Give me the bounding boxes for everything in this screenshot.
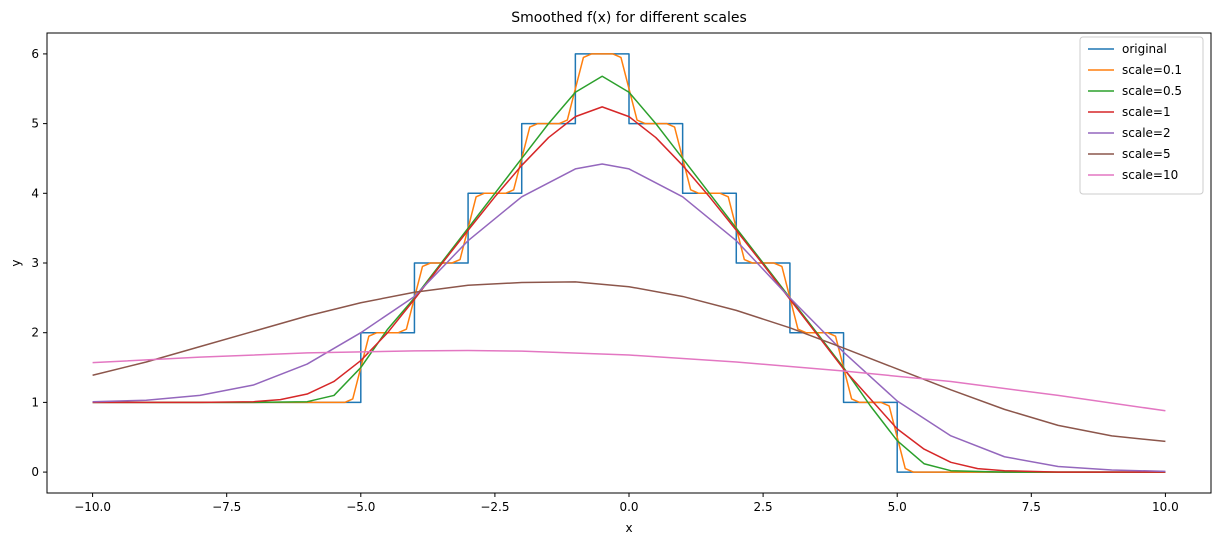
legend-label-0: original bbox=[1122, 42, 1167, 56]
legend-label-4: scale=2 bbox=[1122, 126, 1171, 140]
chart-title: Smoothed f(x) for different scales bbox=[511, 10, 747, 26]
y-tick-label: 4 bbox=[31, 186, 39, 200]
x-tick-label: −10.0 bbox=[74, 500, 111, 514]
y-tick-label: 2 bbox=[31, 326, 39, 340]
y-tick-label: 3 bbox=[31, 256, 39, 270]
x-tick-label: −5.0 bbox=[346, 500, 375, 514]
y-tick-label: 6 bbox=[31, 47, 39, 61]
series-line-3 bbox=[92, 106, 1166, 473]
y-tick-label: 1 bbox=[31, 395, 39, 409]
series-line-1 bbox=[92, 53, 1166, 473]
legend-label-5: scale=5 bbox=[1122, 147, 1171, 161]
y-tick-label: 5 bbox=[31, 117, 39, 131]
x-tick-label: 5.0 bbox=[888, 500, 907, 514]
x-tick-label: 10.0 bbox=[1152, 500, 1179, 514]
series-layer bbox=[92, 53, 1166, 473]
legend-label-1: scale=0.1 bbox=[1122, 63, 1182, 77]
x-axis-label: x bbox=[625, 521, 632, 535]
y-axis: 0 1 2 3 4 5 6 bbox=[31, 47, 47, 479]
legend-label-2: scale=0.5 bbox=[1122, 84, 1182, 98]
x-tick-label: −7.5 bbox=[212, 500, 241, 514]
series-line-6 bbox=[92, 349, 1166, 412]
series-line-4 bbox=[92, 163, 1166, 473]
legend-label-6: scale=10 bbox=[1122, 168, 1178, 182]
x-axis: −10.0 −7.5 −5.0 −2.5 0.0 2.5 5.0 7.5 10.0 bbox=[74, 493, 1179, 514]
y-axis-label: y bbox=[9, 259, 23, 266]
x-tick-label: 7.5 bbox=[1022, 500, 1041, 514]
legend-label-3: scale=1 bbox=[1122, 105, 1171, 119]
x-tick-label: 2.5 bbox=[754, 500, 773, 514]
y-tick-label: 0 bbox=[31, 465, 39, 479]
legend: original scale=0.1 scale=0.5 scale=1 scale=2… bbox=[1079, 36, 1204, 195]
x-tick-label: −2.5 bbox=[480, 500, 509, 514]
series-line-5 bbox=[92, 281, 1166, 443]
x-tick-label: 0.0 bbox=[619, 500, 638, 514]
